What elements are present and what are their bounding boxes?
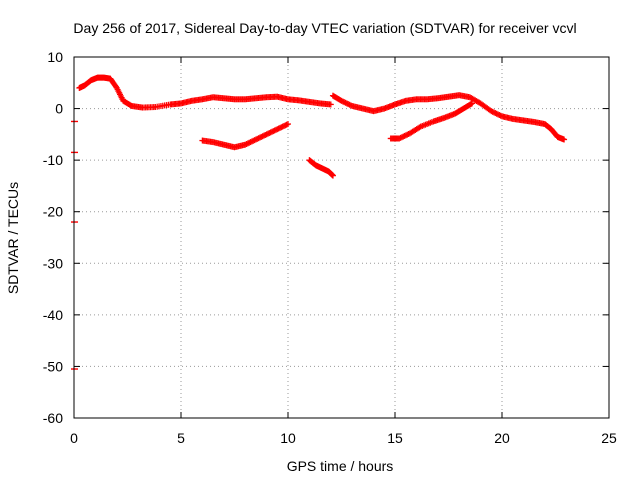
data-marks — [71, 74, 568, 370]
y-tick-label: -50 — [43, 358, 63, 374]
data-point — [469, 100, 476, 107]
y-tick-label: 0 — [55, 101, 63, 117]
data-point — [285, 121, 291, 128]
x-tick-label: 0 — [70, 430, 78, 446]
x-tick-label: 15 — [387, 430, 403, 446]
y-tick-label: -40 — [43, 307, 63, 323]
chart-title: Day 256 of 2017, Sidereal Day-to-day VTE… — [73, 20, 576, 36]
y-tick-label: -20 — [43, 204, 63, 220]
y-tick-label: -60 — [43, 410, 63, 426]
y-tick-label: 10 — [47, 49, 63, 65]
x-tick-label: 5 — [177, 430, 185, 446]
x-tick-label: 25 — [601, 430, 617, 446]
plot-frame — [73, 56, 610, 419]
data-point — [327, 101, 334, 108]
y-axis-label: SDTVAR / TECUs — [5, 182, 21, 294]
data-point — [561, 136, 568, 143]
y-tick-label: -10 — [43, 152, 63, 168]
x-axis-label: GPS time / hours — [287, 458, 394, 474]
x-tick-label: 20 — [494, 430, 510, 446]
tick-labels: 0 5 10 15 20 25 10 0 -10 -20 -30 -40 -50 -60 — [43, 49, 617, 446]
y-tick-label: -30 — [43, 255, 63, 271]
x-tick-label: 10 — [280, 430, 296, 446]
data-point — [329, 172, 336, 179]
